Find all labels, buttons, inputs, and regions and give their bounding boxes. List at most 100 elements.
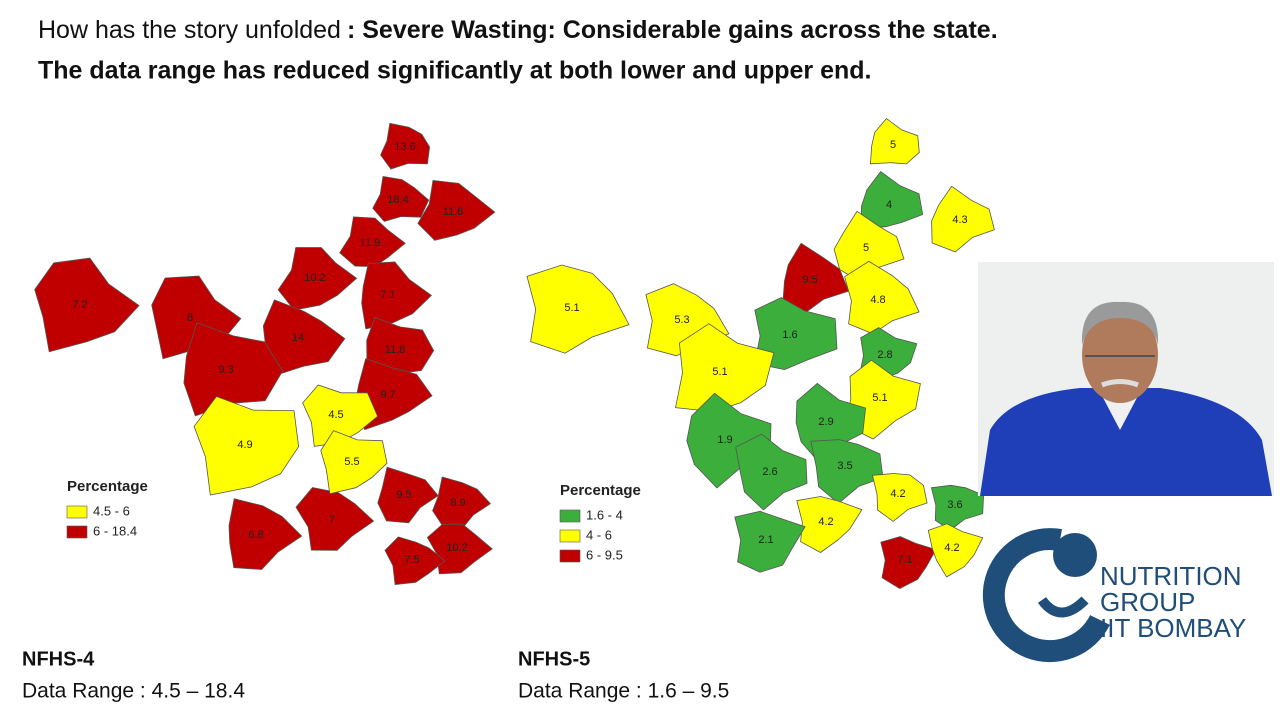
- district-value: 3.6: [947, 499, 962, 511]
- district: [193, 396, 300, 496]
- district-value: 4.2: [818, 516, 833, 528]
- district-value: 5: [863, 242, 869, 254]
- district: [295, 487, 375, 551]
- district: [735, 433, 808, 511]
- district-value: 2.9: [818, 416, 833, 428]
- district-value: 13.6: [394, 141, 415, 153]
- district-value: 4.9: [237, 439, 252, 451]
- district-value: 7.1: [380, 289, 395, 301]
- district-map: 13.6 18.4 11.6 11.9 10.2 7.1 7.2 8 14 11.8 9.3 9.7 9…: [34, 122, 496, 585]
- district: [844, 260, 920, 335]
- collar: [1100, 392, 1140, 430]
- district-value: 6.8: [248, 529, 263, 541]
- logo-text: GROUP: [1100, 587, 1195, 617]
- district-value: 5.1: [712, 366, 727, 378]
- district-value: 8: [187, 312, 193, 324]
- district-value: 18.4: [387, 194, 408, 206]
- title-line-2: The data range has reduced significantly…: [38, 57, 871, 85]
- logo-curve: [1037, 596, 1089, 618]
- district: [417, 180, 496, 241]
- district-value: 8.9: [450, 497, 465, 509]
- district: [810, 439, 884, 504]
- district-value: 2.1: [758, 534, 773, 546]
- hair: [1081, 301, 1159, 345]
- legend-label: 1.6 - 4: [586, 507, 623, 522]
- shirt: [980, 388, 1272, 496]
- data-range: Data Range : 4.5 – 18.4: [22, 680, 245, 703]
- district-map: 5 4 4.3 5 9.5 4.8 5.1 5.3 1.6 2.8 5.1 5.1 2.9 1.9 2.6 3…: [526, 117, 995, 590]
- district-value: 10.2: [304, 272, 325, 284]
- district-value: 9.5: [802, 274, 817, 286]
- district: [734, 510, 806, 573]
- logo-text: IIT BOMBAY: [1100, 613, 1246, 643]
- district-value: 7: [329, 514, 335, 526]
- district: [277, 247, 358, 311]
- district-value: 5.1: [564, 302, 579, 314]
- survey-name: NFHS-4: [22, 648, 95, 670]
- district-value: 11.6: [443, 206, 464, 218]
- district-value: 1.9: [717, 434, 732, 446]
- district: [339, 216, 406, 268]
- district-value: 5.1: [872, 392, 887, 404]
- district: [796, 496, 863, 553]
- moustache: [1101, 379, 1139, 388]
- logo-arc: [982, 528, 1110, 663]
- legend-label: 6 - 9.5: [586, 547, 623, 562]
- title-bold: : Severe Wasting: Considerable gains acr…: [347, 16, 998, 44]
- title-line-1: How has the story unfolded: Severe Wasti…: [38, 16, 998, 44]
- legend-title: Percentage: [67, 478, 148, 495]
- legend-swatch: [559, 509, 581, 523]
- district-value: 2.6: [762, 466, 777, 478]
- district: [930, 484, 985, 531]
- district-value: 11.9: [360, 237, 381, 249]
- district-value: 9.5: [396, 489, 411, 501]
- district-value: 2.8: [877, 349, 892, 361]
- legend-title: Percentage: [560, 482, 641, 499]
- district: [361, 261, 433, 330]
- district-value: 1.6: [782, 329, 797, 341]
- district: [377, 466, 439, 524]
- district-value: 5.3: [674, 314, 689, 326]
- district-value: 5: [890, 139, 896, 151]
- district: [34, 257, 140, 353]
- district: [869, 117, 920, 165]
- data-range: Data Range : 1.6 – 9.5: [518, 680, 729, 703]
- logo-dot: [1053, 533, 1097, 577]
- district-value: 5.5: [344, 456, 359, 468]
- video-inset: [978, 262, 1274, 496]
- district: [782, 242, 850, 314]
- district-value: 4.2: [944, 542, 959, 554]
- district-value: 11.8: [385, 344, 406, 356]
- legend-label: 4 - 6: [586, 527, 612, 542]
- legend-swatch: [559, 529, 581, 543]
- district-value: 9.7: [380, 389, 395, 401]
- legend-swatch: [559, 549, 581, 563]
- district: [228, 498, 303, 570]
- district: [754, 297, 838, 371]
- district-value: 9.3: [218, 364, 233, 376]
- survey-name: NFHS-5: [518, 648, 590, 670]
- district: [526, 264, 630, 354]
- district: [384, 536, 446, 585]
- district: [675, 323, 775, 413]
- logo-text: NUTRITION: [1100, 561, 1242, 591]
- district-value: 14: [292, 332, 304, 344]
- legend-label: 4.5 - 6: [93, 503, 130, 518]
- district-value: 7.1: [897, 554, 912, 566]
- district-value: 4.5: [328, 409, 343, 421]
- district: [320, 430, 388, 495]
- district-value: 4.2: [890, 488, 905, 500]
- district-value: 10.2: [446, 542, 467, 554]
- district: [372, 176, 430, 222]
- district-value: 3.5: [837, 460, 852, 472]
- legend-label: 6 - 18.4: [93, 523, 137, 538]
- district-value: 4.3: [952, 214, 967, 226]
- logo: NUTRITION GROUP IIT BOMBAY: [982, 528, 1246, 663]
- district: [872, 473, 928, 522]
- district-value: 7.5: [404, 554, 419, 566]
- district-value: 4: [886, 199, 892, 211]
- legend-swatch: [66, 505, 88, 519]
- district: [927, 523, 984, 578]
